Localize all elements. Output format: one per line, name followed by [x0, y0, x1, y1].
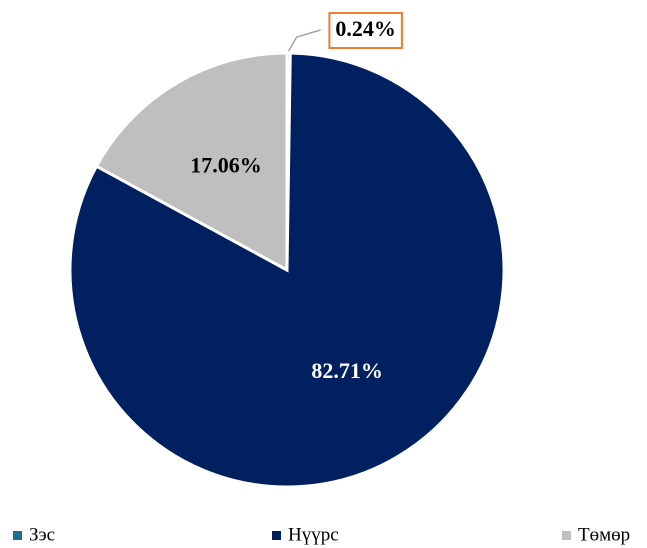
legend-marker: [562, 531, 571, 540]
pie-slice: [94, 51, 289, 273]
data-label: 17.06%: [190, 152, 262, 177]
legend-label: Нүүрс: [288, 524, 339, 545]
legend-marker: [13, 531, 22, 540]
data-label: 82.71%: [311, 358, 383, 383]
legend-marker: [272, 531, 281, 540]
legend-label: Зэс: [29, 524, 55, 545]
legend-label: Төмөр: [578, 524, 630, 545]
label-box: [328, 12, 403, 50]
leader-line: [287, 29, 321, 52]
data-label: 0.24%: [335, 16, 396, 41]
